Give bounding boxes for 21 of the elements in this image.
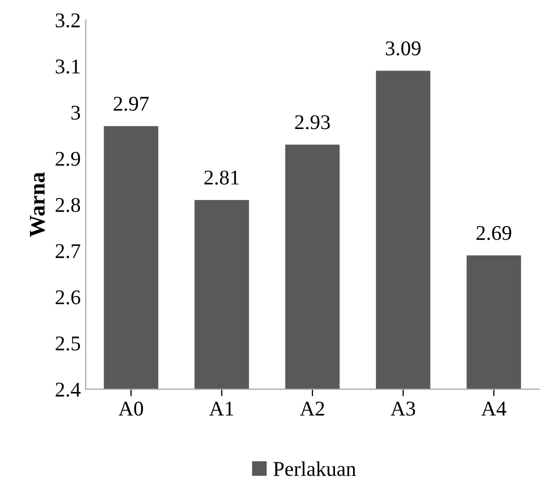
y-tick-label: 2.9 — [56, 152, 80, 166]
y-tick-label: 2.7 — [56, 244, 80, 258]
data-label: 3.09 — [386, 41, 421, 56]
y-tick-label: 3.1 — [56, 60, 80, 74]
data-label: 2.69 — [476, 226, 512, 240]
data-label: 2.97 — [114, 96, 149, 111]
y-tick-label: 2.5 — [56, 336, 80, 351]
y-tick-label: 3 — [71, 106, 80, 120]
legend-label: Perlakuan — [274, 461, 356, 476]
data-label: 2.93 — [295, 115, 330, 130]
data-label: 2.81 — [204, 170, 239, 185]
y-tick-label: 2.8 — [56, 198, 80, 212]
y-tick-label: 2.6 — [56, 290, 80, 304]
x-tick-label: A0 — [118, 402, 143, 416]
y-axis-title: Warna — [30, 172, 45, 237]
x-tick-label: A2 — [300, 402, 324, 416]
y-tick-label: 3.2 — [56, 13, 80, 28]
x-tick-label: A4 — [481, 402, 506, 416]
x-tick-label: A3 — [390, 402, 416, 416]
x-tick-label: A1 — [209, 402, 234, 416]
y-tick-label: 2.4 — [56, 382, 81, 397]
